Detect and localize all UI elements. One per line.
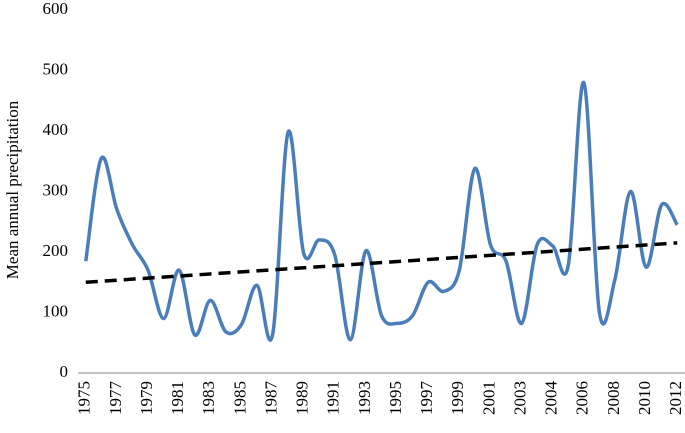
y-tick-label: 300: [43, 180, 69, 199]
x-tick-label: 2006: [573, 381, 592, 415]
y-axis-label: Mean annual precipitation: [3, 100, 22, 279]
y-tick-label: 100: [43, 301, 69, 320]
x-tick-label: 1981: [168, 381, 187, 415]
x-tick-label: 2008: [604, 381, 623, 415]
x-tick-label: 2012: [666, 381, 685, 415]
trend-line: [85, 241, 678, 284]
y-tick-label: 500: [43, 59, 69, 78]
x-tick-label: 1991: [324, 381, 343, 415]
x-tick-label: 1999: [448, 381, 467, 415]
x-tick-label: 2003: [510, 381, 529, 415]
x-tick-label: 2001: [479, 381, 498, 415]
x-tick-label: 1985: [230, 381, 249, 415]
x-tick-label: 1979: [137, 381, 156, 415]
y-tick-label: 0: [60, 362, 69, 381]
x-tick-label: 1995: [386, 381, 405, 415]
y-tick-label: 200: [43, 241, 69, 260]
x-tick-label: 1997: [417, 381, 436, 416]
x-tick-label: 1975: [75, 381, 94, 415]
x-tick-label: 2004: [542, 381, 561, 416]
x-tick-label: 1977: [106, 381, 125, 416]
data-line: [84, 80, 679, 342]
x-tick-label: 1989: [293, 381, 312, 415]
x-tick-label: 1983: [199, 381, 218, 415]
y-tick-label: 600: [43, 0, 69, 18]
x-tick-label: 2010: [635, 381, 654, 415]
x-tick-label: 1993: [355, 381, 374, 415]
x-tick-label: 1987: [261, 381, 280, 416]
y-tick-label: 400: [43, 120, 69, 139]
